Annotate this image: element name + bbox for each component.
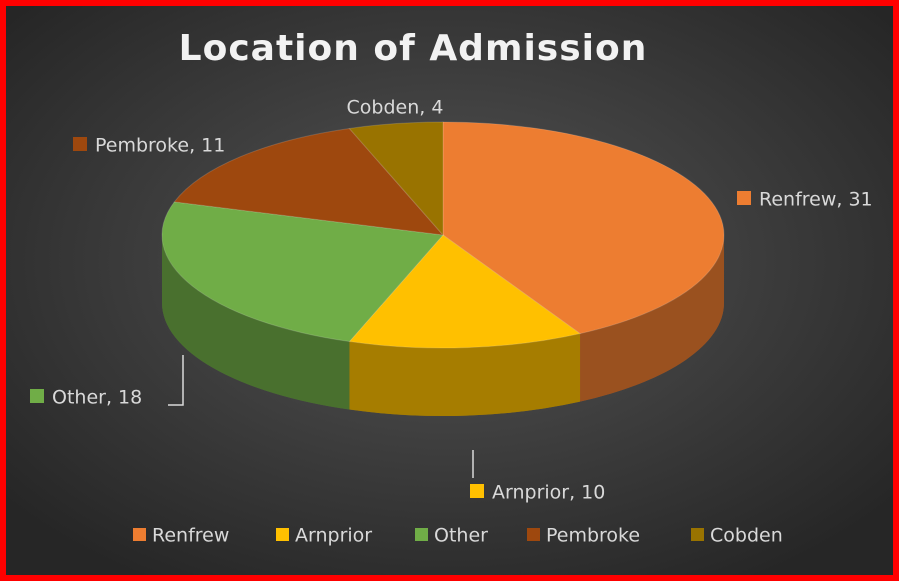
chart-title: Location of Admission [179, 28, 648, 69]
legend-swatch [276, 528, 289, 541]
data-label: Cobden, 4 [347, 97, 444, 119]
legend-swatch [133, 528, 146, 541]
legend-label: Cobden [710, 525, 783, 547]
slice [442, 121, 725, 335]
data-label-key [73, 137, 87, 151]
slice-side [349, 333, 581, 417]
data-label: Arnprior, 10 [492, 482, 605, 504]
legend-label: Renfrew [152, 525, 229, 547]
slice [348, 121, 444, 237]
slice [161, 201, 444, 343]
slice [173, 127, 445, 236]
slice-side-shade [580, 235, 724, 402]
data-label-key [737, 191, 751, 205]
data-label: Other, 18 [52, 387, 142, 409]
data-label: Renfrew, 31 [759, 189, 873, 211]
legend-swatch [691, 528, 704, 541]
slice-side-shade [162, 235, 350, 410]
leader-line [168, 355, 184, 406]
data-label-key [470, 484, 484, 498]
legend-label: Pembroke [546, 525, 640, 547]
data-label-key [30, 389, 44, 403]
legend-label: Arnprior [295, 525, 372, 547]
data-label: Pembroke, 11 [95, 135, 225, 157]
slice [348, 234, 582, 349]
legend-label: Other [434, 525, 488, 547]
legend-swatch [415, 528, 428, 541]
slice-side-shade [349, 333, 581, 417]
legend-swatch [527, 528, 540, 541]
slice-side [580, 235, 724, 402]
slice-side [162, 235, 350, 410]
